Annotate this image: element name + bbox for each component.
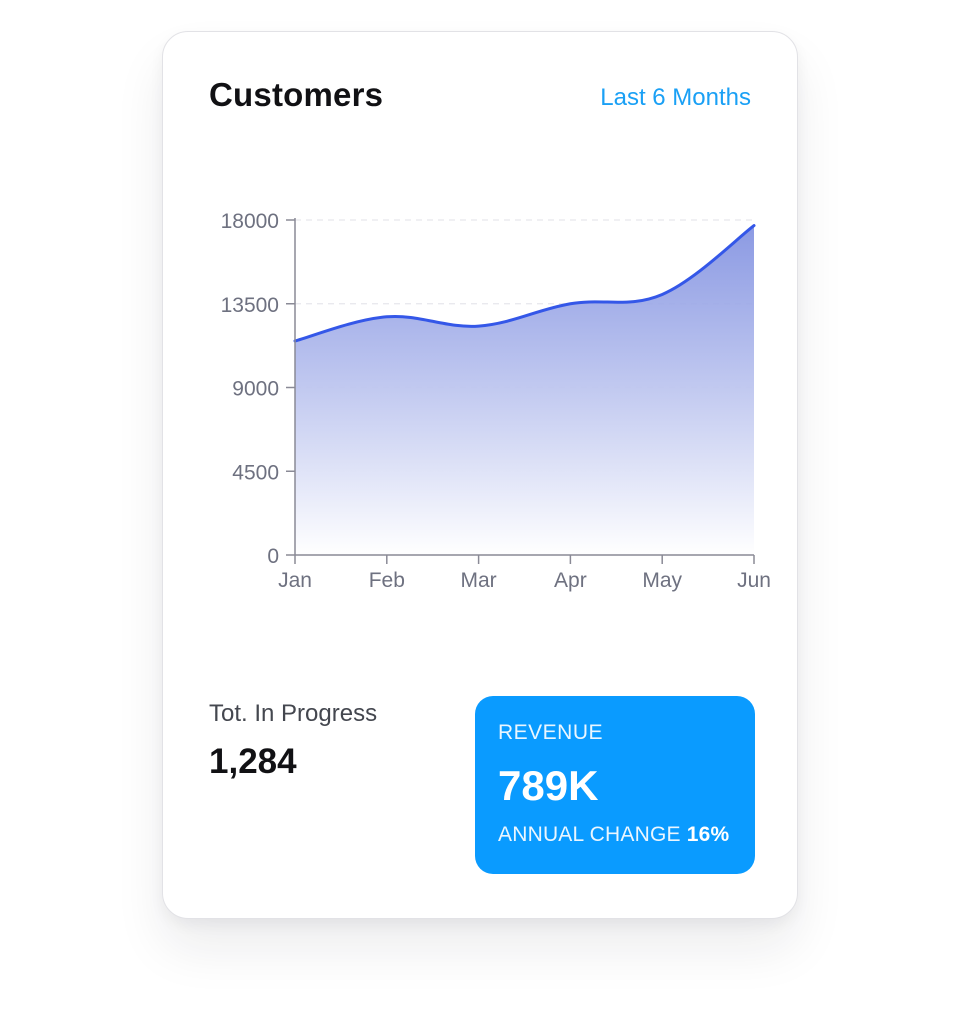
customers-card: Customers Last 6 Months 0 4500 9000 13500 18…	[162, 31, 798, 919]
in-progress-label: Tot. In Progress	[209, 700, 378, 727]
annual-change-value: 16%	[686, 823, 730, 846]
annual-change: ANNUAL CHANGE 16%	[498, 823, 729, 847]
y-tick-label: 4500	[232, 461, 279, 484]
area-fill	[295, 225, 754, 556]
annual-change-label: ANNUAL CHANGE	[498, 823, 681, 846]
x-tick-label: Mar	[461, 569, 497, 592]
x-tick-label: Apr	[554, 569, 587, 592]
y-tick-label: 0	[267, 545, 279, 568]
x-tick-label: May	[642, 569, 682, 592]
revenue-panel: REVENUE 789K ANNUAL CHANGE 16%	[475, 696, 755, 874]
y-tick-label: 9000	[232, 378, 279, 401]
in-progress-value: 1,284	[209, 742, 297, 781]
revenue-label: REVENUE	[498, 721, 604, 744]
card-title: Customers	[209, 76, 384, 113]
y-tick-label: 13500	[221, 294, 279, 317]
series-line	[293, 224, 756, 343]
x-tick-label: Jan	[278, 569, 312, 592]
revenue-value: 789K	[498, 762, 599, 809]
y-tick-label: 18000	[221, 210, 279, 233]
period-selector-link[interactable]: Last 6 Months	[600, 84, 751, 111]
x-tick-label: Jun	[737, 569, 771, 592]
x-tick-label: Feb	[369, 569, 405, 592]
customers-area-chart: 0 4500 9000 13500 18000 Jan Feb Mar Apr May Jun	[221, 210, 771, 592]
